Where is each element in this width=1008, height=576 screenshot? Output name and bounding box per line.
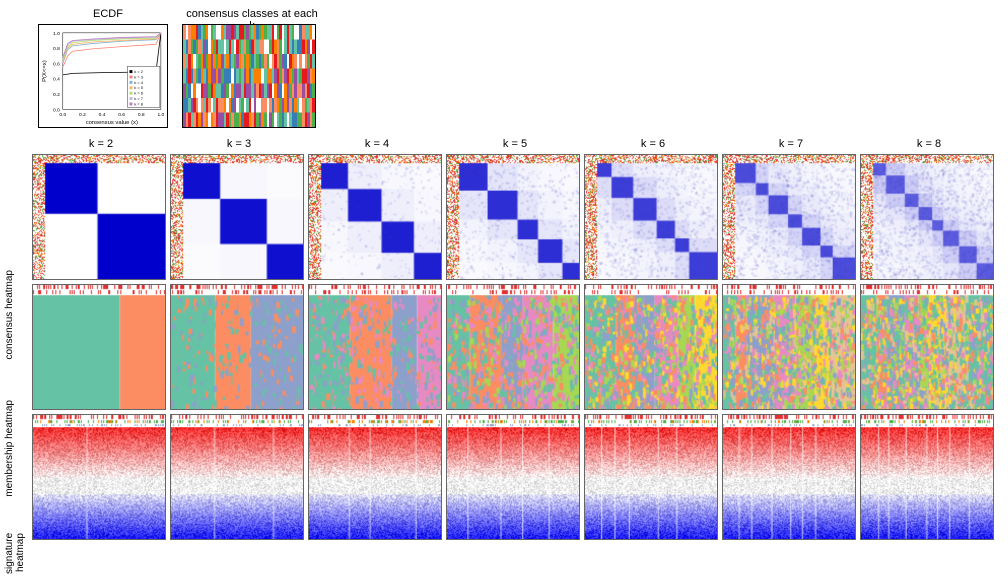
membership-heatmap-cell [32,284,166,410]
signature-heatmap-cell [308,414,442,540]
svg-text:1.0: 1.0 [157,112,164,118]
consensus-classes-title: consensus classes at each k [182,8,322,24]
svg-text:k = 4: k = 4 [134,80,143,85]
k-label: k = 2 [32,138,170,150]
consensus-heatmap-cell [170,154,304,280]
row-label-membership: membership heatmap [4,400,24,497]
k-label: k = 3 [170,138,308,150]
ecdf-panel: ECDF 0.00.20.40.60.81.00.00.20.40.60.81.… [38,8,178,132]
consensus-heatmap-cell [446,154,580,280]
k-label: k = 8 [860,138,998,150]
k-label: k = 4 [308,138,446,150]
k-label: k = 6 [584,138,722,150]
svg-text:0.6: 0.6 [53,61,60,67]
svg-text:P(X<=x): P(X<=x) [42,60,48,82]
top-row: ECDF 0.00.20.40.60.81.00.00.20.40.60.81.… [28,8,1000,132]
k-label: k = 5 [446,138,584,150]
svg-text:0.6: 0.6 [118,112,125,118]
signature-heatmap-cell [446,414,580,540]
svg-text:k = 6: k = 6 [134,91,143,96]
svg-text:0.2: 0.2 [53,92,60,98]
consensus-heatmap-row [32,154,1000,280]
membership-heatmap-cell [584,284,718,410]
svg-text:0.0: 0.0 [59,112,66,118]
svg-text:k = 8: k = 8 [134,101,143,106]
figure-container: ECDF 0.00.20.40.60.81.00.00.20.40.60.81.… [0,0,1008,576]
svg-text:1.0: 1.0 [53,31,60,37]
svg-text:0.4: 0.4 [53,77,60,83]
signature-heatmap-cell [32,414,166,540]
row-label-signature: signature heatmap [4,530,24,576]
consensus-heatmap-cell [32,154,166,280]
svg-text:0.8: 0.8 [138,112,145,118]
consensus-classes-panel: consensus classes at each k [182,8,322,132]
membership-heatmap-cell [722,284,856,410]
membership-heatmap-cell [446,284,580,410]
membership-heatmap-row [32,284,1000,410]
svg-text:0.4: 0.4 [99,112,106,118]
consensus-classes-plot [182,24,316,128]
ecdf-plot: 0.00.20.40.60.81.00.00.20.40.60.81.0P(X<… [38,24,168,128]
signature-heatmap-row [32,414,1000,540]
signature-heatmap-cell [722,414,856,540]
svg-text:k = 3: k = 3 [134,74,143,79]
signature-heatmap-cell [584,414,718,540]
svg-text:0.8: 0.8 [53,46,60,52]
signature-heatmap-cell [170,414,304,540]
svg-text:consensus value (x): consensus value (x) [86,120,138,126]
row-label-consensus: consensus heatmap [4,270,24,360]
k-label: k = 7 [722,138,860,150]
svg-text:0.2: 0.2 [79,112,86,118]
consensus-heatmap-cell [860,154,994,280]
svg-text:k = 2: k = 2 [134,69,143,74]
ecdf-title: ECDF [38,8,178,24]
consensus-heatmap-cell [584,154,718,280]
k-labels-row: k = 2k = 3k = 4k = 5k = 6k = 7k = 8 [32,138,1000,150]
consensus-heatmap-cell [308,154,442,280]
svg-text:k = 5: k = 5 [134,85,143,90]
membership-heatmap-cell [170,284,304,410]
consensus-heatmap-cell [722,154,856,280]
signature-heatmap-cell [860,414,994,540]
membership-heatmap-cell [860,284,994,410]
svg-text:k = 7: k = 7 [134,96,143,101]
membership-heatmap-cell [308,284,442,410]
